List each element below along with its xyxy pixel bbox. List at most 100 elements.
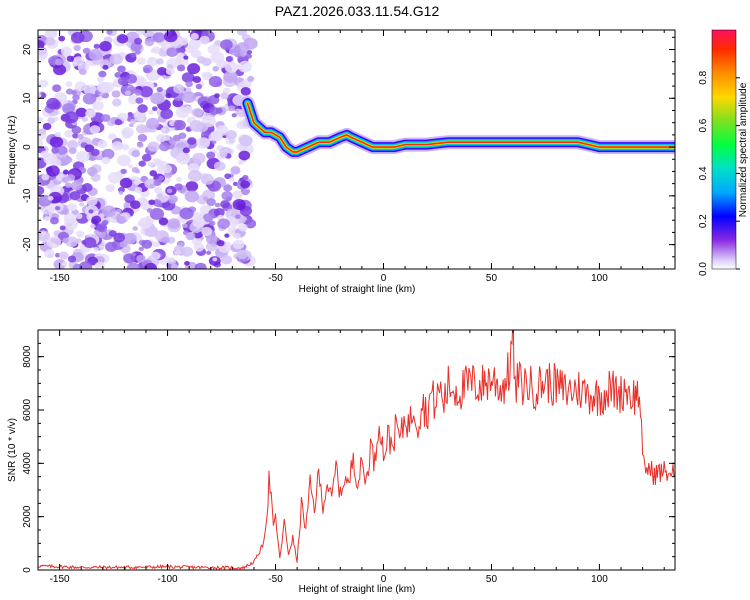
snr-y-tick-label: 8000 — [22, 345, 33, 368]
noise-blob — [47, 117, 56, 125]
noise-blob — [38, 139, 44, 148]
noise-blob — [164, 30, 178, 43]
noise-blob — [72, 56, 85, 66]
noise-blob — [168, 257, 175, 263]
noise-blob — [117, 65, 126, 73]
noise-blob — [153, 180, 161, 186]
noise-blob — [114, 71, 122, 78]
noise-blob — [179, 207, 194, 220]
noise-blob — [41, 173, 50, 181]
noise-blob — [166, 47, 179, 58]
noise-blob — [224, 173, 232, 180]
colorbar-tick-label: 0.6 — [698, 118, 709, 132]
figure-title: PAZ1.2026.033.11.54.G12 — [275, 3, 440, 19]
noise-blob — [114, 118, 123, 126]
snr-y-tick-label: 0 — [22, 567, 33, 573]
spectrogram-x-label: Height of straight line (km) — [299, 284, 416, 295]
noise-blob — [69, 191, 81, 201]
noise-blob — [187, 137, 197, 145]
noise-blob — [238, 215, 248, 224]
noise-blob — [205, 235, 217, 245]
colorbar-tick-label: 0.0 — [698, 262, 709, 276]
noise-blob — [54, 205, 61, 211]
noise-blob — [83, 237, 97, 249]
noise-blob — [51, 158, 62, 167]
colorbar-label: Normalized spectral amplitude — [738, 82, 749, 217]
noise-blob — [152, 241, 161, 248]
noise-blob — [88, 48, 103, 61]
noise-blob — [63, 218, 79, 231]
noise-blob — [64, 111, 79, 124]
noise-blob — [146, 117, 160, 130]
noise-blob — [64, 187, 71, 193]
noise-blob — [138, 160, 146, 167]
colorbar-ticks: 0.0 0.2 0.4 0.6 0.8 — [698, 70, 740, 276]
noise-blob — [235, 214, 241, 219]
noise-blob — [206, 198, 216, 206]
snr-y-tick-label: 2000 — [22, 505, 33, 528]
noise-blob — [116, 34, 129, 44]
noise-blob — [143, 262, 158, 269]
noise-blob — [220, 200, 231, 209]
noise-blob — [186, 46, 195, 54]
noise-blob — [93, 43, 100, 49]
noise-blob — [185, 80, 193, 88]
spectral-ridge — [240, 96, 675, 159]
noise-blob — [41, 231, 47, 236]
noise-blob — [137, 142, 144, 148]
noise-blob — [161, 236, 170, 244]
snr-line — [38, 330, 675, 570]
noise-blob — [76, 230, 85, 238]
noise-blob — [184, 190, 200, 203]
noise-blob — [208, 76, 223, 88]
noise-blob — [96, 81, 110, 93]
noise-blob — [150, 48, 156, 54]
noise-blob — [90, 148, 100, 157]
noise-blob — [212, 65, 220, 72]
noise-blob — [135, 124, 147, 134]
noise-blob — [224, 233, 230, 238]
noise-blob — [220, 255, 233, 265]
noise-blob — [38, 116, 44, 124]
noise-blob — [209, 220, 216, 226]
noise-blob — [233, 232, 241, 240]
noise-blob — [130, 118, 137, 125]
noise-blob — [54, 253, 61, 258]
noise-blob — [82, 93, 97, 105]
noise-blob — [201, 72, 207, 77]
noise-blob — [137, 77, 147, 86]
noise-blob — [144, 225, 158, 238]
noise-blob — [205, 242, 217, 252]
noise-blob — [238, 134, 253, 147]
noise-blob — [211, 131, 223, 142]
noise-blob — [122, 232, 137, 245]
snr-frame — [37, 329, 676, 571]
snr-x-tick-label: -50 — [268, 574, 283, 585]
noise-blob — [244, 218, 257, 229]
noise-blob — [181, 72, 195, 83]
noise-blob — [238, 150, 251, 161]
noise-blob — [38, 47, 48, 60]
noise-blob — [176, 52, 185, 59]
noise-blob — [232, 190, 243, 200]
noise-blob — [236, 30, 248, 36]
noise-blob — [88, 171, 95, 177]
noise-blob — [79, 202, 85, 207]
snr-x-tick-label: -100 — [158, 574, 178, 585]
noise-blob — [216, 59, 227, 69]
noise-blob — [138, 246, 144, 252]
noise-blob — [65, 88, 74, 95]
noise-blob — [142, 64, 153, 74]
noise-blob — [159, 142, 170, 152]
noise-blob — [142, 153, 152, 162]
noise-blob — [229, 47, 239, 56]
noise-blob — [166, 188, 173, 194]
noise-blob — [53, 64, 67, 76]
noise-blob — [45, 37, 56, 46]
noise-blob — [62, 237, 69, 244]
noise-blob — [136, 57, 146, 65]
ridge-peak — [246, 102, 675, 153]
snr-x-tick-label: 50 — [486, 574, 498, 585]
noise-blob — [149, 170, 157, 177]
